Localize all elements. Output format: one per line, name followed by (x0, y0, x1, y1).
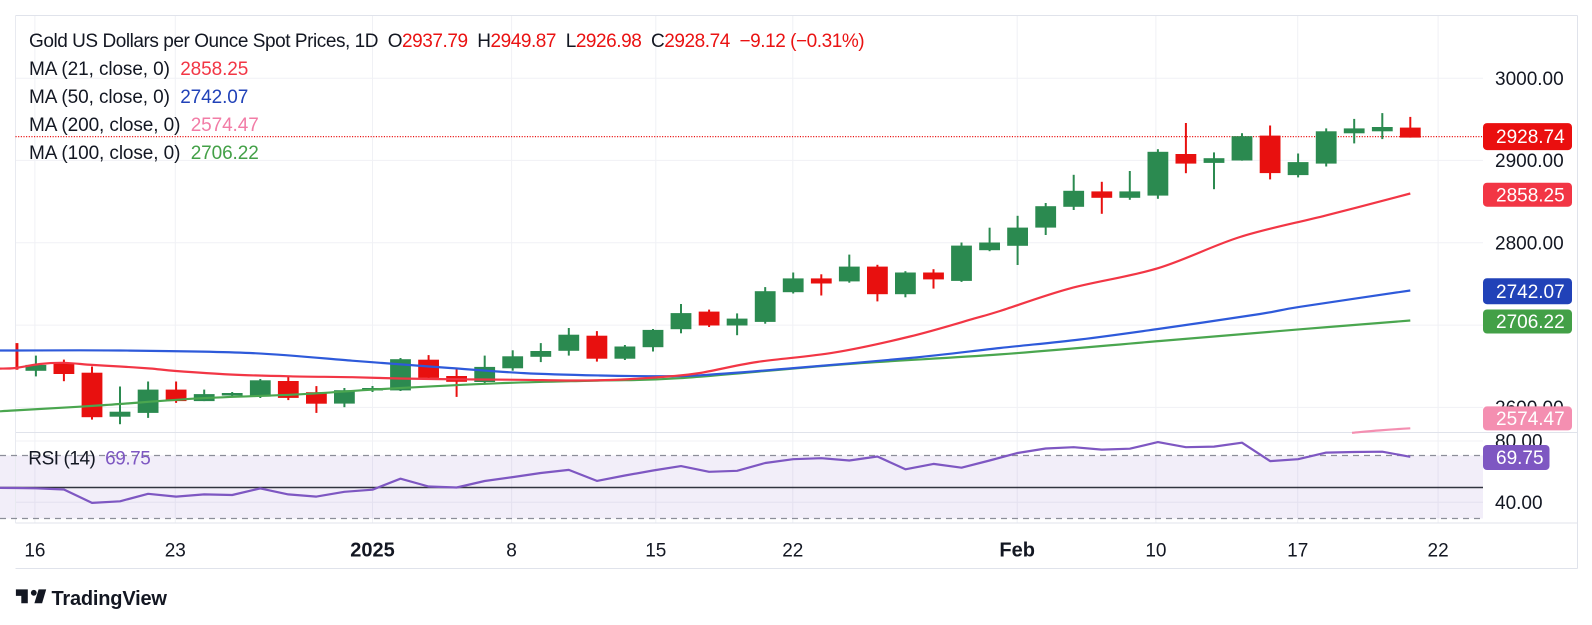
svg-text:2574.47: 2574.47 (1496, 409, 1565, 430)
svg-text:2800.00: 2800.00 (1495, 234, 1564, 255)
svg-text:2742.07: 2742.07 (1496, 282, 1565, 303)
svg-text:10: 10 (1145, 541, 1166, 562)
svg-text:2928.74: 2928.74 (1496, 127, 1565, 148)
svg-text:Gold US Dollars per Ounce Spot: Gold US Dollars per Ounce Spot Prices, 1… (29, 31, 864, 52)
svg-text:16: 16 (24, 541, 45, 562)
svg-text:3000.00: 3000.00 (1495, 69, 1564, 90)
svg-text:23: 23 (165, 541, 186, 562)
svg-text:RSI (14) 69.75: RSI (14) 69.75 (28, 449, 150, 470)
svg-text:8: 8 (506, 541, 517, 562)
svg-text:2025: 2025 (350, 540, 395, 562)
svg-text:17: 17 (1287, 541, 1308, 562)
svg-text:15: 15 (645, 541, 666, 562)
svg-text:2900.00: 2900.00 (1495, 151, 1564, 172)
svg-text:MA (100, close, 0) 2706.22: MA (100, close, 0) 2706.22 (29, 143, 259, 164)
svg-text:40.00: 40.00 (1495, 493, 1543, 514)
svg-text:MA (50, close, 0) 2742.07: MA (50, close, 0) 2742.07 (29, 87, 248, 108)
svg-text:Feb: Feb (999, 540, 1035, 562)
svg-text:22: 22 (1428, 541, 1449, 562)
svg-text:TradingView: TradingView (52, 588, 168, 610)
svg-text:22: 22 (782, 541, 803, 562)
svg-text:2706.22: 2706.22 (1496, 312, 1565, 333)
svg-text:2858.25: 2858.25 (1496, 185, 1565, 206)
svg-text:MA (200, close, 0) 2574.47: MA (200, close, 0) 2574.47 (29, 115, 259, 136)
svg-text:MA (21, close, 0) 2858.25: MA (21, close, 0) 2858.25 (29, 59, 248, 80)
svg-text:69.75: 69.75 (1496, 448, 1544, 469)
